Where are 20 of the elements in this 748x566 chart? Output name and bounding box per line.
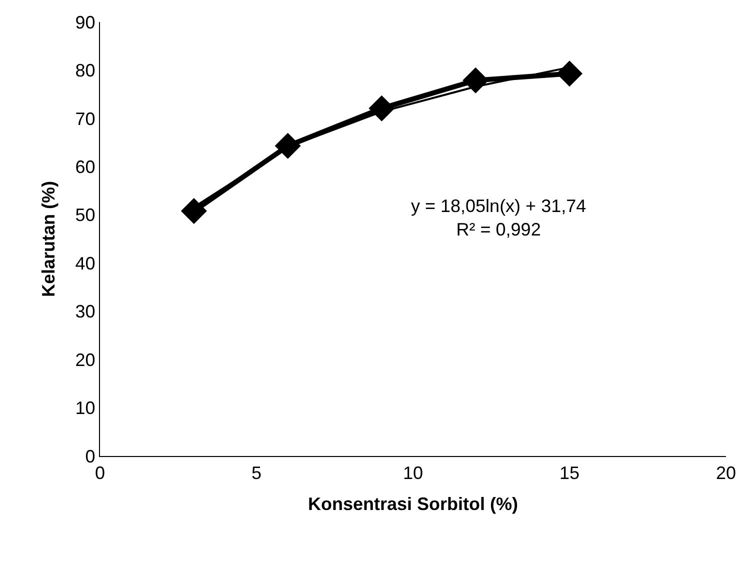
annotation: y = 18,05ln(x) + 31,74 R² = 0,992 <box>411 196 586 240</box>
y-tick-label: 40 <box>75 253 96 274</box>
x-tick-label: 20 <box>716 462 736 483</box>
y-tick-label: 70 <box>75 108 96 129</box>
y-tick-label: 50 <box>75 205 96 226</box>
y-axis-title: Kelarutan (%) <box>38 180 58 298</box>
y-tick-label: 60 <box>75 156 96 177</box>
x-tick-label: 5 <box>251 462 262 483</box>
point <box>462 67 489 94</box>
x-tick-label: 15 <box>559 462 580 483</box>
point <box>180 198 207 224</box>
x-tick-label: 10 <box>402 462 424 483</box>
point <box>556 60 582 87</box>
x-axis-title: Konsentrasi Sorbitol (%) <box>308 494 518 514</box>
y-tick-label: 90 <box>75 12 96 32</box>
y-tick-label: 0 <box>85 446 96 466</box>
y-tick-label: 10 <box>75 398 96 418</box>
y-tick-label: 20 <box>75 350 96 370</box>
y-tick-label: 80 <box>75 60 96 81</box>
y-tick-label: 30 <box>75 302 96 322</box>
